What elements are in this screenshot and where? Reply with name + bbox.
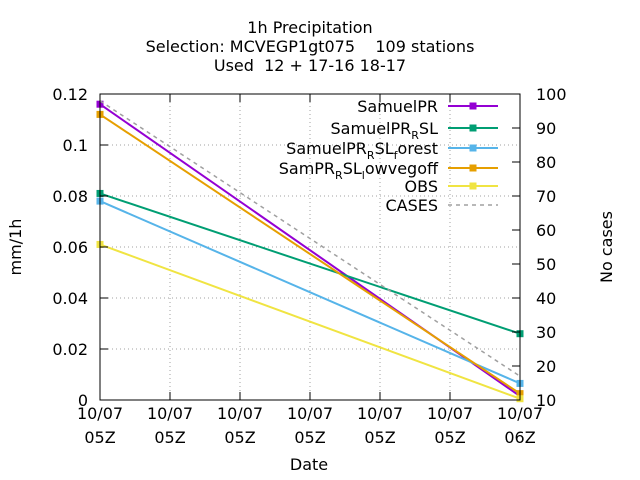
x-axis-ticks: 10/07 05Z 10/07 05Z 10/07 05Z 10/07 05Z 10/07 05Z… xyxy=(77,94,543,447)
series-line-sampr_rsl_lowvegoff xyxy=(99,113,521,395)
x-tick-label-hour: 05Z xyxy=(294,428,325,447)
legend-marker-obs xyxy=(469,182,477,190)
x-tick-label-hour: 05Z xyxy=(364,428,395,447)
x-tick-label-date: 10/07 xyxy=(357,404,403,423)
y2-tick-label: 90 xyxy=(536,119,556,138)
legend-label-obs: OBS xyxy=(405,177,438,196)
chart-title-line-1: 1h Precipitation xyxy=(247,18,372,37)
y2-tick-label: 80 xyxy=(536,153,556,172)
x-axis-label: Date xyxy=(290,455,328,474)
x-tick-label-date: 10/07 xyxy=(287,404,333,423)
legend: SamuelPR SamuelPRRSLSamuelPRRSLforestSamP… xyxy=(279,97,498,215)
y-tick-label: 0.04 xyxy=(52,289,88,308)
legend-marker-samuelpr_rsl xyxy=(469,124,477,132)
legend-label-samuelpr_rsl_forest: SamuelPRRSLforest xyxy=(286,139,438,162)
series-line-samuelpr_rsl_forest xyxy=(99,200,521,385)
legend-label-cases: CASES xyxy=(385,196,438,215)
y-tick-label: 0.12 xyxy=(52,85,88,104)
y2-tick-label: 50 xyxy=(536,255,556,274)
y-tick-label: 0.06 xyxy=(52,238,88,257)
series-line-samuelpr_rsl xyxy=(99,192,521,335)
x-tick-label-date: 10/07 xyxy=(147,404,193,423)
y2-tick-label: 100 xyxy=(536,85,567,104)
x-tick-label-date: 10/07 xyxy=(217,404,263,423)
y-tick-label: 0.08 xyxy=(52,187,88,206)
chart-title-line-2: Selection: MCVEGP1gt075 109 stations xyxy=(146,37,475,56)
y2-tick-label: 40 xyxy=(536,289,556,308)
y2-tick-label: 10 xyxy=(536,391,556,410)
legend-marker-samuelpr xyxy=(469,102,477,110)
legend-label-samuelpr: SamuelPR xyxy=(357,97,438,116)
x-tick-label-hour: 06Z xyxy=(504,428,535,447)
y-axis-ticks: 0 0.02 0.04 0.06 0.08 0.1 0.12 xyxy=(52,85,108,410)
series-line-obs xyxy=(99,243,521,400)
y-tick-label: 0.1 xyxy=(63,136,88,155)
x-tick-label-date: 10/07 xyxy=(497,404,543,423)
x-tick-label-hour: 05Z xyxy=(154,428,185,447)
legend-label-samuelpr_rsl: SamuelPRRSL xyxy=(331,119,439,142)
y2-tick-label: 20 xyxy=(536,357,556,376)
y2-tick-label: 30 xyxy=(536,323,556,342)
x-tick-label-hour: 05Z xyxy=(434,428,465,447)
y-tick-label: 0.02 xyxy=(52,340,88,359)
grid xyxy=(100,94,520,400)
y2-axis-ticks: 10 20 30 40 50 60 70 80 90 100 xyxy=(512,85,567,410)
y-tick-label: 0 xyxy=(78,391,88,410)
legend-label-sampr_rsl_lowvegoff: SamPRRSLlowvegoff xyxy=(279,159,439,182)
x-tick-label-hour: 05Z xyxy=(224,428,255,447)
y-axis-label: mm/1h xyxy=(6,219,25,276)
legend-marker-samuelpr_rsl_forest xyxy=(469,144,477,152)
x-tick-label-hour: 05Z xyxy=(84,428,115,447)
x-tick-label-date: 10/07 xyxy=(77,404,123,423)
x-tick-label-date: 10/07 xyxy=(427,404,473,423)
plot-series xyxy=(96,100,524,403)
y2-tick-label: 70 xyxy=(536,187,556,206)
chart-title-line-3: Used 12 + 17-16 18-17 xyxy=(214,56,406,75)
series-line-cases xyxy=(99,100,521,377)
y2-tick-label: 60 xyxy=(536,221,556,240)
y2-axis-label: No cases xyxy=(597,211,616,283)
legend-marker-sampr_rsl_lowvegoff xyxy=(469,164,477,172)
